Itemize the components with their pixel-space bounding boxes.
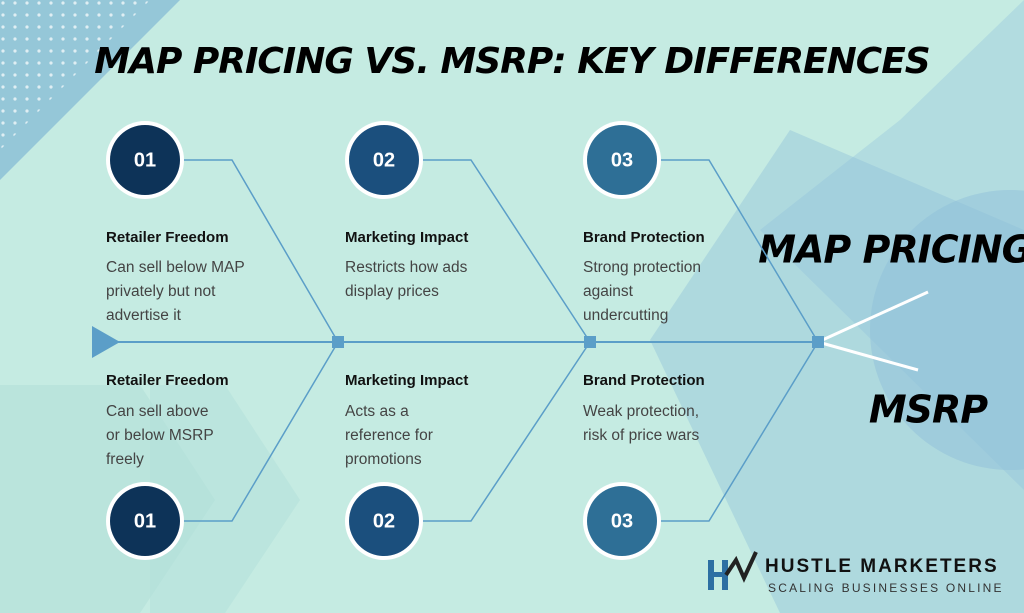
item-heading: Retailer Freedom bbox=[106, 229, 229, 246]
spine-arrow bbox=[92, 326, 120, 358]
item-heading: Marketing Impact bbox=[345, 229, 468, 246]
item-text: Weak protection, bbox=[583, 403, 699, 420]
logo-tagline: SCALING BUSINESSES ONLINE bbox=[768, 581, 1004, 595]
item-text: Restricts how ads bbox=[345, 259, 468, 276]
item-heading: Retailer Freedom bbox=[106, 372, 229, 389]
item-number: 03 bbox=[611, 510, 633, 532]
item-heading: Marketing Impact bbox=[345, 372, 468, 389]
branch-line bbox=[817, 340, 919, 372]
item-text: undercutting bbox=[583, 307, 668, 324]
item-text: reference for bbox=[345, 427, 433, 444]
branch-line bbox=[181, 159, 339, 343]
branch-line bbox=[817, 290, 929, 344]
number-circle bbox=[110, 125, 180, 195]
branch-line bbox=[658, 159, 819, 343]
branch-line bbox=[181, 341, 339, 522]
item-text: against bbox=[583, 283, 634, 300]
item-text: Acts as a bbox=[345, 403, 409, 420]
number-circle bbox=[587, 486, 657, 556]
item-text: privately but not bbox=[106, 283, 216, 300]
dot-pattern bbox=[0, 0, 150, 150]
item-text: or below MSRP bbox=[106, 427, 214, 444]
branch-line bbox=[658, 341, 819, 522]
joint bbox=[332, 336, 344, 348]
item-number: 01 bbox=[134, 149, 156, 171]
chevron-shape bbox=[150, 385, 300, 613]
item-text: Strong protection bbox=[583, 259, 701, 276]
joint bbox=[584, 336, 596, 348]
logo-icon bbox=[724, 551, 758, 583]
msrp-label: MSRP bbox=[869, 388, 988, 432]
item-heading: Brand Protection bbox=[583, 229, 705, 246]
item-heading: Brand Protection bbox=[583, 372, 705, 389]
logo-name: HUSTLE MARKETERS bbox=[765, 556, 999, 577]
item-text: risk of price wars bbox=[583, 427, 700, 444]
branch-line bbox=[420, 341, 591, 522]
logo: HUSTLE MARKETERS SCALING BUSINESSES ONLI… bbox=[708, 551, 1004, 595]
map-label: MAP PRICING bbox=[758, 228, 1024, 272]
number-circle bbox=[349, 125, 419, 195]
joint bbox=[812, 336, 824, 348]
branch-line bbox=[420, 159, 591, 343]
number-circle bbox=[587, 125, 657, 195]
item-text: advertise it bbox=[106, 307, 182, 324]
number-circle bbox=[349, 486, 419, 556]
item-number: 02 bbox=[373, 149, 395, 171]
item-text: display prices bbox=[345, 283, 439, 300]
logo-icon bbox=[708, 572, 728, 577]
item-number: 02 bbox=[373, 510, 395, 532]
title: MAP PRICING VS. MSRP: KEY DIFFERENCES bbox=[94, 41, 929, 82]
number-circle bbox=[110, 486, 180, 556]
right-shape bbox=[870, 190, 1024, 470]
item-text: Can sell below MAP bbox=[106, 259, 245, 276]
item-number: 03 bbox=[611, 149, 633, 171]
item-text: Can sell above bbox=[106, 403, 209, 420]
item-text: freely bbox=[106, 451, 144, 468]
item-text: promotions bbox=[345, 451, 422, 468]
item-number: 01 bbox=[134, 510, 156, 532]
